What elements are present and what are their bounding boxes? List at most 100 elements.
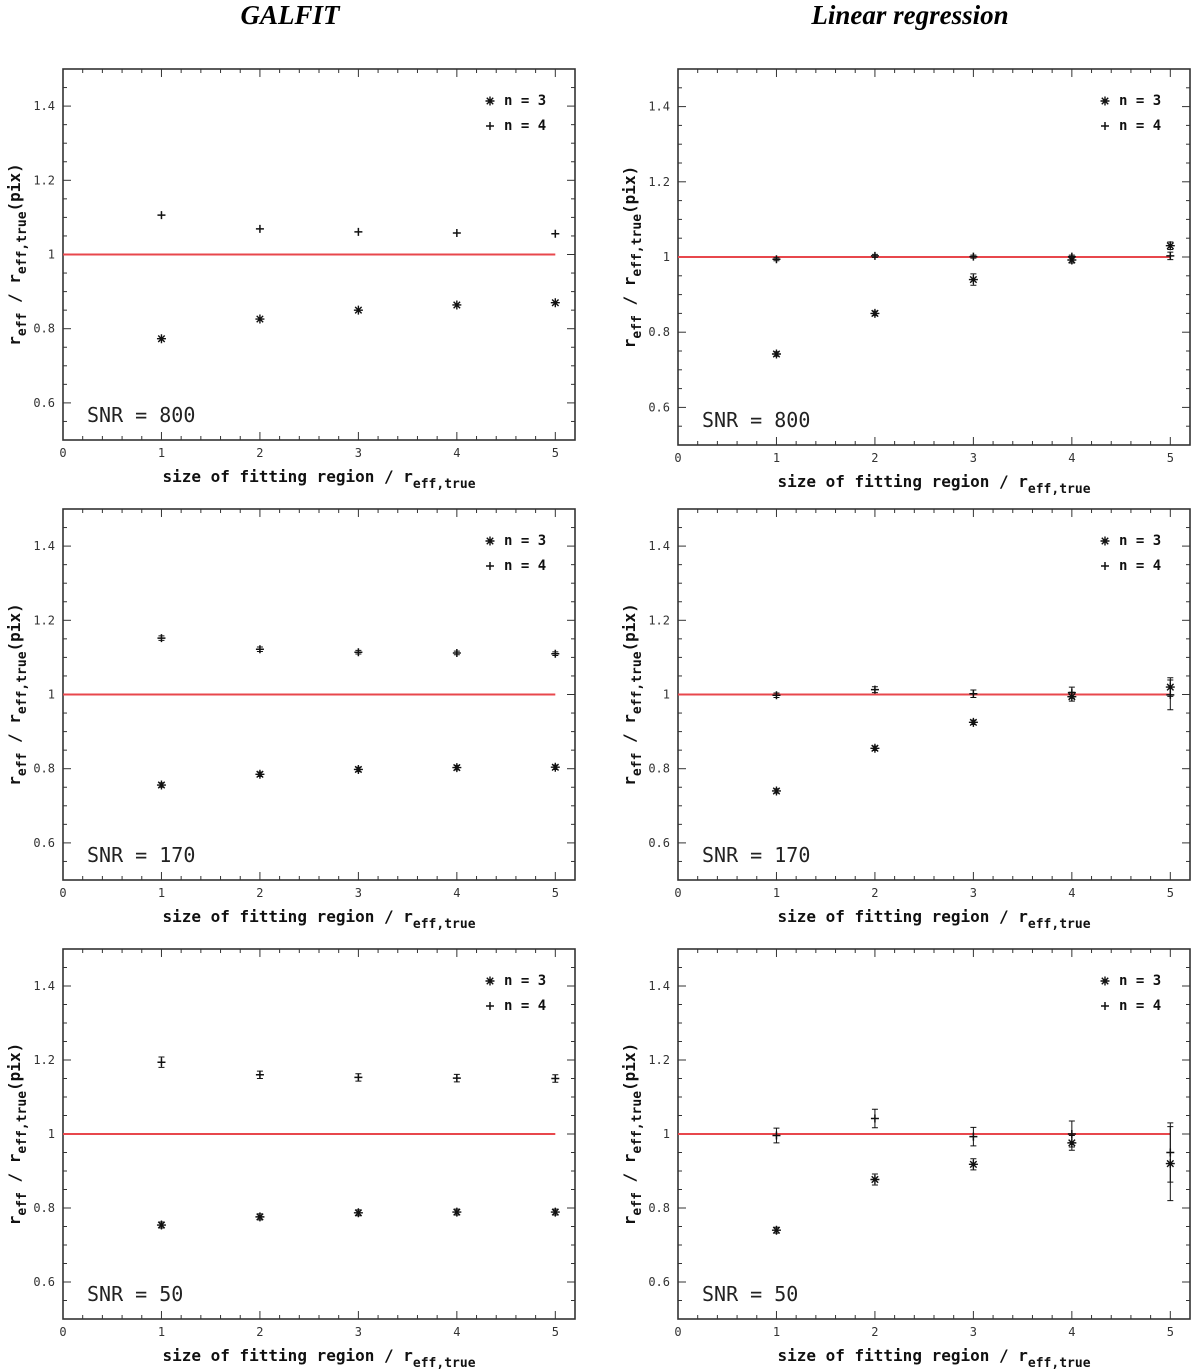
data-point-plus bbox=[157, 211, 166, 220]
series-n3 bbox=[156, 298, 560, 344]
series-n4 bbox=[772, 679, 1175, 711]
x-axis-label: size of fitting region / reff,true bbox=[162, 907, 475, 932]
data-point-plus bbox=[354, 648, 363, 657]
y-tick-label: 0.8 bbox=[648, 762, 670, 776]
y-tick-label: 1.4 bbox=[648, 979, 670, 993]
data-point-asterisk bbox=[968, 1159, 978, 1169]
x-tick-label: 4 bbox=[453, 1325, 460, 1339]
data-point-asterisk bbox=[968, 275, 978, 285]
data-point-plus bbox=[870, 1114, 879, 1123]
legend-label: n = 4 bbox=[1119, 558, 1161, 574]
data-point-asterisk bbox=[353, 305, 363, 315]
data-point-plus bbox=[1067, 1130, 1076, 1138]
y-tick-label: 1.4 bbox=[33, 539, 55, 553]
chart-panel-galfit-snr50: 0 1 2 3 4 5 0.6 0.8 1 1.2 1.4 n = 3 n = 4 SNR = 50 siz… bbox=[5, 948, 576, 1369]
data-point-asterisk bbox=[771, 786, 781, 796]
x-tick-label: 1 bbox=[773, 886, 780, 900]
y-tick-label: 1.2 bbox=[33, 613, 55, 627]
x-axis-label: size of fitting region / reff,true bbox=[777, 1346, 1090, 1369]
data-point-plus bbox=[1166, 1148, 1175, 1157]
legend-label: n = 3 bbox=[1119, 93, 1161, 109]
x-tick-label: 0 bbox=[674, 451, 681, 465]
series-n3 bbox=[156, 762, 560, 790]
x-tick-label: 4 bbox=[1068, 451, 1075, 465]
legend-label: n = 3 bbox=[504, 93, 546, 109]
x-tick-label: 3 bbox=[355, 1325, 362, 1339]
legend-marker-plus bbox=[486, 1002, 494, 1010]
x-tick-label: 2 bbox=[871, 886, 878, 900]
x-axis-label: size of fitting region / reff,true bbox=[162, 467, 475, 492]
x-tick-label: 3 bbox=[970, 1325, 977, 1339]
y-tick-label: 1 bbox=[663, 1127, 670, 1141]
data-point-plus bbox=[452, 1074, 461, 1083]
x-tick-label: 1 bbox=[773, 1325, 780, 1339]
data-point-asterisk bbox=[550, 298, 560, 308]
data-point-plus bbox=[969, 252, 978, 261]
data-point-plus bbox=[551, 229, 560, 238]
y-tick-label: 1 bbox=[663, 688, 670, 702]
snr-annotation: SNR = 800 bbox=[702, 408, 810, 432]
x-tick-label: 0 bbox=[674, 1325, 681, 1339]
x-tick-label: 0 bbox=[674, 886, 681, 900]
series-n4 bbox=[157, 211, 560, 238]
y-tick-label: 0.8 bbox=[33, 1201, 55, 1215]
data-point-plus bbox=[452, 228, 461, 237]
y-tick-label: 1.4 bbox=[33, 979, 55, 993]
y-axis-label: reff / reff,true(pix) bbox=[5, 603, 30, 785]
data-point-asterisk bbox=[771, 1225, 781, 1235]
x-tick-label: 1 bbox=[158, 1325, 165, 1339]
x-tick-label: 4 bbox=[1068, 886, 1075, 900]
data-point-asterisk bbox=[353, 764, 363, 774]
x-tick-label: 5 bbox=[1167, 451, 1174, 465]
chart-panel-galfit-snr800: 0 1 2 3 4 5 0.6 0.8 1 1.2 1.4 n = 3 n = 4 SNR = 800 si… bbox=[5, 68, 576, 492]
data-point-asterisk bbox=[1165, 241, 1175, 251]
x-tick-label: 2 bbox=[871, 451, 878, 465]
data-point-asterisk bbox=[550, 762, 560, 772]
y-tick-label: 0.6 bbox=[33, 1275, 55, 1289]
legend-label: n = 4 bbox=[504, 118, 546, 134]
y-axis-label: reff / reff,true(pix) bbox=[620, 1043, 645, 1225]
y-axis-label: reff / reff,true(pix) bbox=[5, 1043, 30, 1225]
data-point-asterisk bbox=[255, 314, 265, 324]
x-tick-label: 3 bbox=[970, 886, 977, 900]
data-point-asterisk bbox=[452, 300, 462, 310]
y-tick-label: 0.8 bbox=[648, 325, 670, 339]
x-tick-label: 4 bbox=[453, 446, 460, 460]
x-tick-label: 1 bbox=[158, 446, 165, 460]
series-n4 bbox=[772, 1108, 1175, 1183]
x-tick-label: 0 bbox=[59, 886, 66, 900]
data-point-plus bbox=[1166, 251, 1175, 260]
y-tick-label: 0.8 bbox=[33, 762, 55, 776]
snr-annotation: SNR = 50 bbox=[87, 1282, 183, 1306]
chart-panel-linreg-snr800: 0 1 2 3 4 5 0.6 0.8 1 1.2 1.4 n = 3 n = 4 SNR = 800 si… bbox=[620, 68, 1191, 497]
y-tick-label: 0.6 bbox=[33, 836, 55, 850]
data-point-plus bbox=[870, 251, 879, 260]
legend-label: n = 3 bbox=[1119, 973, 1161, 989]
data-point-plus bbox=[255, 1070, 264, 1079]
x-tick-label: 3 bbox=[970, 451, 977, 465]
x-tick-label: 3 bbox=[355, 886, 362, 900]
data-point-asterisk bbox=[870, 743, 880, 753]
data-point-asterisk bbox=[255, 769, 265, 779]
data-point-plus bbox=[157, 634, 166, 643]
x-tick-label: 2 bbox=[256, 446, 263, 460]
legend-label: n = 4 bbox=[504, 558, 546, 574]
y-tick-label: 1.2 bbox=[648, 613, 670, 627]
x-tick-label: 2 bbox=[871, 1325, 878, 1339]
data-point-asterisk bbox=[771, 349, 781, 359]
data-point-asterisk bbox=[452, 763, 462, 773]
y-tick-label: 1.4 bbox=[648, 100, 670, 114]
data-point-plus bbox=[354, 1073, 363, 1082]
snr-annotation: SNR = 170 bbox=[702, 843, 810, 867]
x-tick-label: 0 bbox=[59, 446, 66, 460]
y-tick-label: 1.2 bbox=[648, 1053, 670, 1067]
data-point-plus bbox=[255, 645, 264, 654]
snr-annotation: SNR = 50 bbox=[702, 1282, 798, 1306]
data-point-asterisk bbox=[452, 1207, 462, 1217]
legend-marker-plus bbox=[1101, 562, 1109, 570]
y-tick-label: 1 bbox=[48, 1127, 55, 1141]
data-point-plus bbox=[1166, 690, 1175, 699]
x-tick-label: 4 bbox=[1068, 1325, 1075, 1339]
legend-label: n = 3 bbox=[1119, 533, 1161, 549]
x-tick-label: 0 bbox=[59, 1325, 66, 1339]
